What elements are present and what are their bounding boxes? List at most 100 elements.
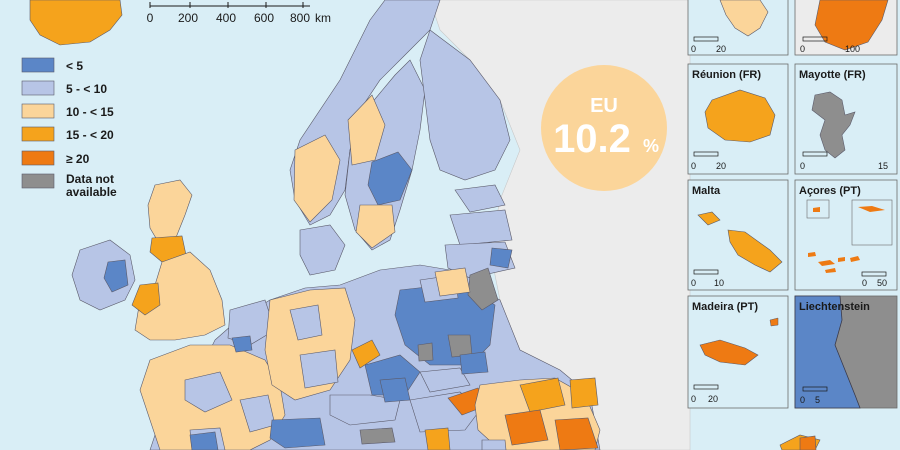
inset-malta-scale-1: 10 (714, 278, 724, 288)
legend-label-5-10: 5 - < 10 (66, 82, 107, 96)
finland (419, 29, 511, 181)
inset-malta-main (727, 229, 783, 273)
inset-madeira-island (699, 339, 759, 366)
inset-top-left-scale-1: 20 (716, 44, 726, 54)
legend-swatch-ge20 (21, 150, 55, 166)
legend-label-10-15: 10 - < 15 (66, 105, 114, 119)
scale-bar: 0 200 400 600 800 km (147, 2, 331, 25)
eu-badge-circle (541, 65, 667, 191)
inset-acores-scale-1: 50 (877, 278, 887, 288)
sweden-mid (347, 94, 386, 166)
inset-acores: Açores (PT) 0 50 (794, 179, 898, 291)
inset-top-left: 0 20 (687, 0, 789, 56)
iceland (29, 0, 123, 46)
inset-malta-gozo (697, 211, 721, 226)
eu-badge: EU 10.2 % (541, 65, 667, 191)
slovakia (419, 367, 471, 393)
switzerland (269, 417, 326, 449)
norway-south (293, 134, 341, 223)
inset-top-right-territory (814, 0, 889, 51)
scale-tick-0: 0 (147, 11, 154, 25)
legend-swatch-5-10 (21, 80, 55, 96)
blue-region-b (379, 377, 411, 403)
latvia (449, 209, 513, 246)
stockholm (367, 151, 413, 206)
inset-reunion-title: Réunion (FR) (692, 69, 761, 81)
blue-region-a (189, 431, 219, 450)
legend-swatch-10-15 (21, 103, 55, 119)
poland-region-grey2 (417, 342, 434, 362)
inset-mayotte-island (811, 91, 856, 159)
belgium-accent (231, 335, 253, 353)
inset-mayotte-title: Mayotte (FR) (799, 69, 866, 81)
inset-top-left-scale-0: 0 (691, 44, 696, 54)
inset-top-left-island (719, 0, 769, 37)
inset-reunion: Réunion (FR) 0 20 (687, 63, 789, 175)
legend-swatch-lt5 (21, 57, 55, 73)
inset-malta-title: Malta (692, 185, 721, 197)
inset-mayotte-scale-0: 0 (800, 161, 805, 171)
inset-madeira-scale-1: 20 (708, 394, 718, 404)
legend: < 5 5 - < 10 10 - < 15 15 - < 20 ≥ 20 Da… (21, 57, 117, 199)
greece-cyprus-accent2 (799, 435, 817, 450)
romania-a (519, 377, 566, 413)
lithuania-vilnius (489, 247, 513, 269)
inset-malta: Malta 0 10 (687, 179, 789, 291)
inset-madeira-title: Madeira (PT) (692, 301, 758, 313)
inset-liechtenstein-scale-1: 5 (815, 395, 820, 405)
peach-region-east (434, 267, 471, 297)
ireland-dublin (103, 259, 129, 293)
inset-top-right-scale-0: 0 (800, 44, 805, 54)
inset-reunion-island (704, 89, 776, 143)
estonia (454, 184, 506, 213)
inset-madeira: Madeira (PT) 0 20 (687, 295, 789, 409)
scale-tick-600: 600 (254, 11, 274, 25)
romania-c (554, 417, 599, 450)
germany-region-a (289, 304, 323, 341)
germany-region-b (299, 349, 339, 389)
legend-label-lt5: < 5 (66, 59, 83, 73)
legend-label-ge20: ≥ 20 (66, 152, 90, 166)
legend-label-15-20: 15 - < 20 (66, 128, 114, 142)
legend-label-na-1: Data not (66, 172, 114, 186)
inset-liechtenstein: Liechtenstein 0 5 (794, 295, 898, 409)
inset-acores-title: Açores (PT) (799, 185, 861, 197)
ireland (71, 239, 136, 311)
inset-top-right-scale-1: 100 (845, 44, 860, 54)
inset-top-right: 0 100 (794, 0, 898, 56)
scale-unit: km (315, 11, 331, 25)
wales (131, 282, 161, 316)
romania-d (481, 439, 507, 450)
inset-liechtenstein-scale-0: 0 (800, 395, 805, 405)
inset-reunion-scale-1: 20 (716, 161, 726, 171)
legend-label-na-2: available (66, 185, 117, 199)
france-region-a (184, 371, 233, 413)
inset-madeira-scale-0: 0 (691, 394, 696, 404)
eu-badge-unit: % (643, 136, 659, 156)
eu-badge-label: EU (590, 95, 618, 117)
legend-swatch-na (21, 173, 55, 189)
inset-liechtenstein-title: Liechtenstein (799, 301, 870, 313)
sweden-south (355, 204, 396, 249)
inset-mayotte: Mayotte (FR) 0 15 (794, 63, 898, 175)
blue-region-c (459, 351, 489, 375)
scale-tick-400: 400 (216, 11, 236, 25)
inset-reunion-scale-0: 0 (691, 161, 696, 171)
bulgaria-accent (569, 377, 599, 409)
eu-badge-value: 10.2 (553, 117, 631, 161)
croatia-accent (424, 427, 451, 450)
inset-malta-scale-0: 0 (691, 278, 696, 288)
austria (329, 394, 401, 426)
inset-acores-scale-0: 0 (862, 278, 867, 288)
scale-tick-800: 800 (290, 11, 310, 25)
scale-tick-200: 200 (178, 11, 198, 25)
germany-berlin-area (351, 339, 381, 369)
benelux (227, 299, 276, 346)
inset-liechtenstein-country (794, 295, 861, 409)
denmark (299, 224, 346, 276)
legend-swatch-15-20 (21, 126, 55, 142)
slovenia-grey (359, 427, 396, 445)
romania-b (504, 409, 549, 446)
